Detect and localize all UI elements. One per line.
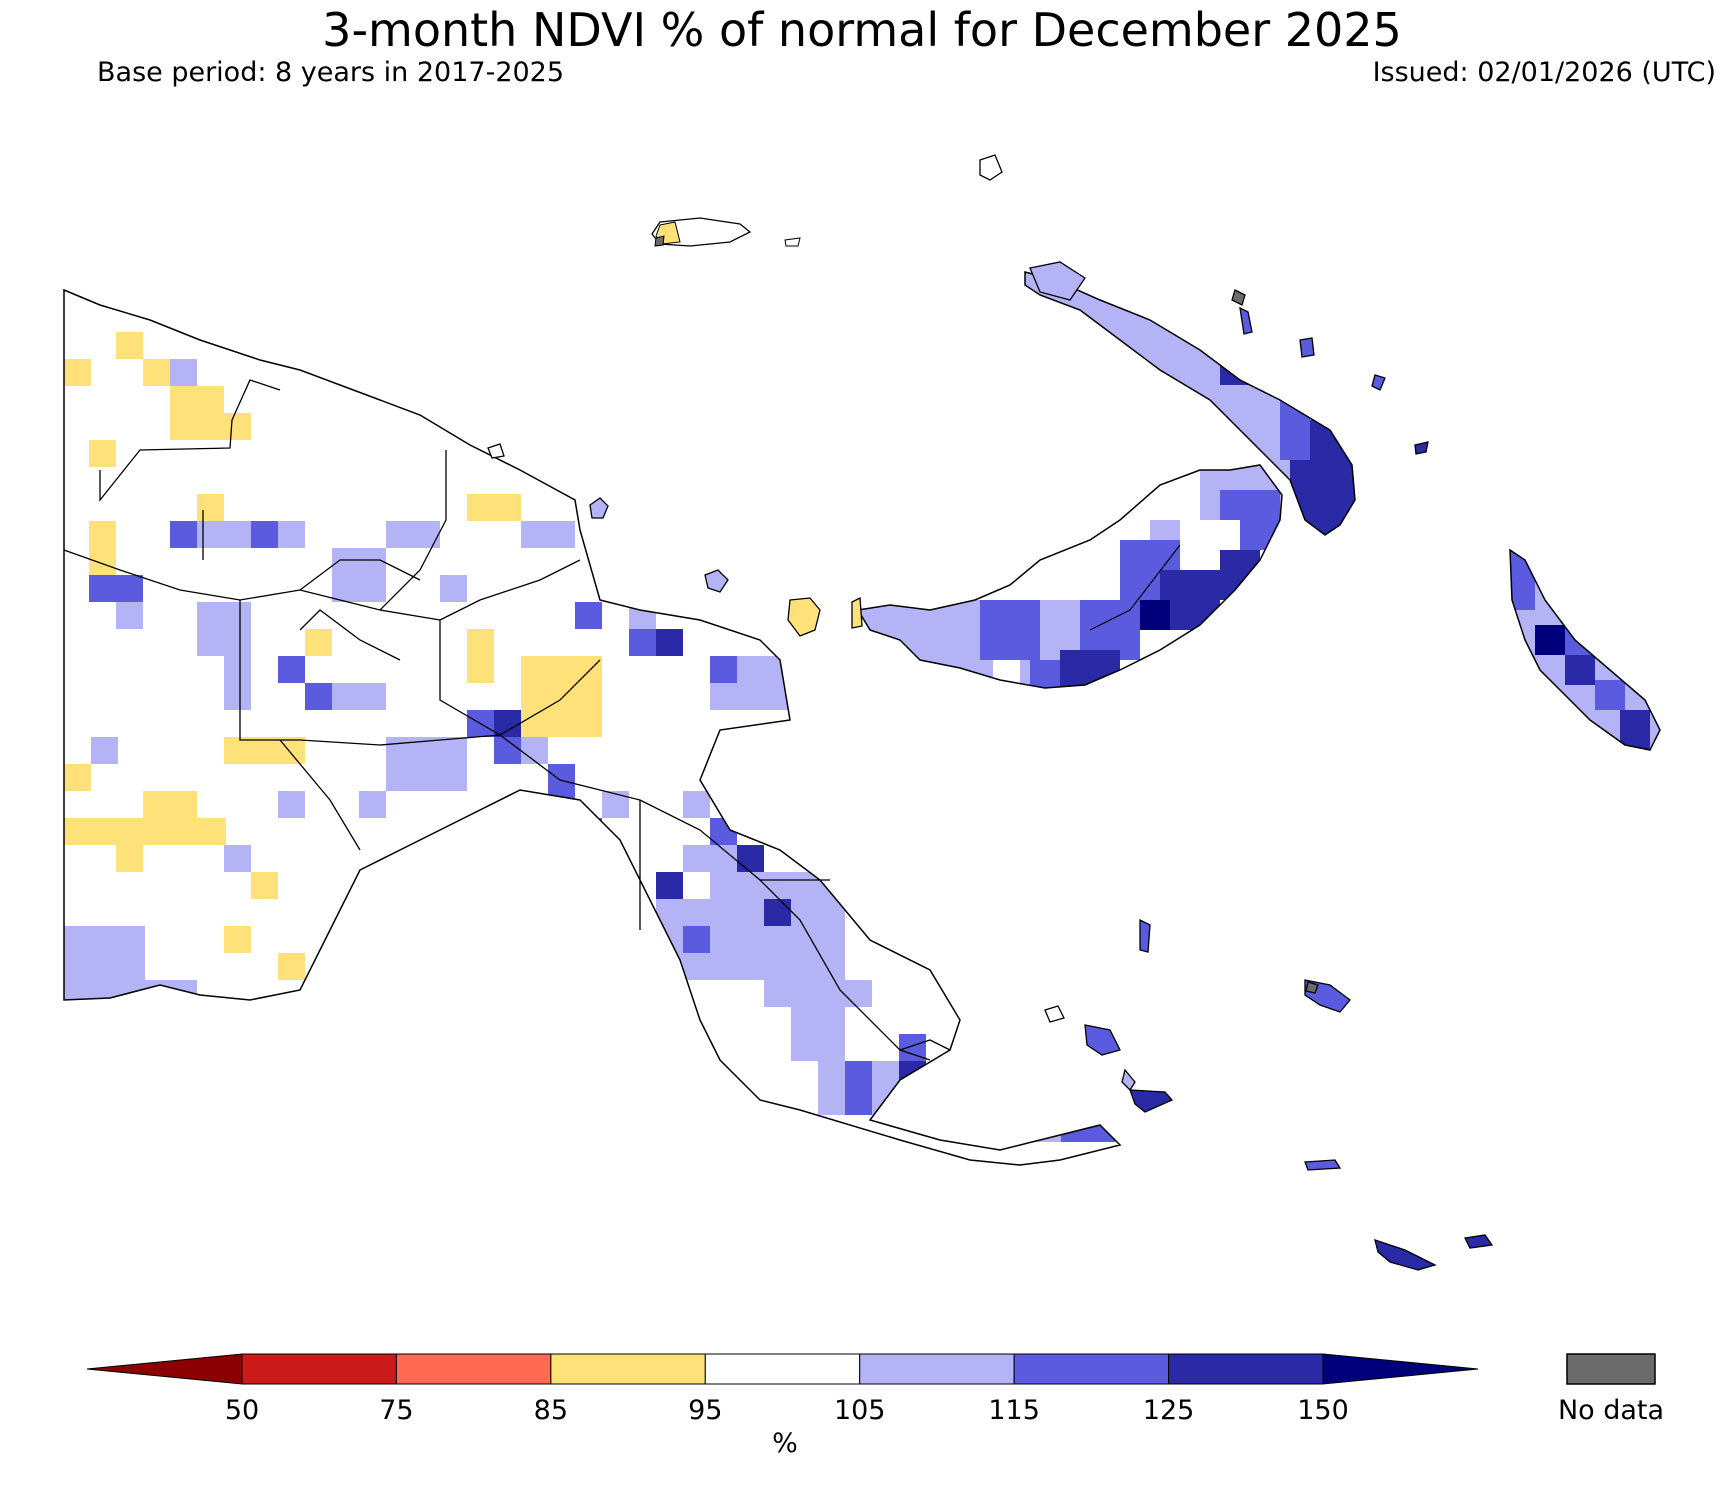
bougainville-south-cells-125-150 [1620, 710, 1650, 750]
bougainville-cells-115-125 [1565, 625, 1595, 655]
bougainville-coastline [1509, 548, 1661, 751]
new-britain-island [856, 464, 1283, 689]
bougainville-island [1509, 548, 1661, 751]
mainland-ndvi-grid [64, 332, 1115, 1142]
colorbar-segment-95-105 [704, 1353, 861, 1385]
new-britain-cells-above-150 [1140, 600, 1170, 630]
manus-island [651, 217, 801, 247]
colorbar-segment-105-115 [859, 1353, 1015, 1385]
colorbar-tick-label: 85 [534, 1395, 568, 1426]
colorbar-segment-115-125 [1013, 1353, 1170, 1385]
province-boundaries [63, 379, 951, 1061]
mainland-coastline [63, 288, 1122, 1166]
bougainville-cells-above-150 [1535, 625, 1565, 655]
mainland-papua-new-guinea [63, 288, 1122, 1166]
no-data-label: No data [1558, 1395, 1664, 1426]
small-islands [487, 154, 1494, 1271]
new-ireland-coastline [1024, 271, 1356, 536]
colorbar-tick-label: 75 [379, 1395, 413, 1426]
colorbar-segment-above-150 [1322, 1353, 1479, 1385]
colorbar-tick-label: 50 [225, 1395, 259, 1426]
colorbar-tick-label: 115 [988, 1395, 1040, 1426]
colorbar-segment-85-95 [550, 1353, 706, 1385]
colorbar-tick-label: 125 [1143, 1395, 1195, 1426]
colorbar-segment-75-85 [395, 1353, 552, 1385]
bougainville-south-cells-115-125 [1595, 680, 1625, 710]
colorbar-tick-label: 150 [1297, 1395, 1349, 1426]
base-period-label: Base period: 8 years in 2017-2025 [97, 57, 565, 88]
colorbar-segment-below-50 [86, 1353, 243, 1385]
new-ireland-cells-125-150 [1220, 355, 1280, 385]
colorbar-segment-50-75 [241, 1353, 397, 1385]
new-britain-boundary [1089, 544, 1181, 631]
new-britain-coastline [856, 464, 1283, 689]
colorbar-unit-label: % [772, 1428, 798, 1459]
colorbar-legend: 50 75 85 95 105 115 125 150 % No data [86, 1353, 1664, 1459]
map-title: 3-month NDVI % of normal for December 20… [322, 3, 1402, 57]
colorbar-tick-label: 95 [688, 1395, 722, 1426]
colorbar-segment-125-150 [1168, 1353, 1324, 1385]
colorbar-tick-label: 105 [834, 1395, 886, 1426]
colorbar-tick-labels: 50 75 85 95 105 115 125 150 [225, 1395, 1349, 1426]
colorbar-segments [86, 1353, 1479, 1385]
bougainville-cells-125-150 [1565, 655, 1595, 685]
no-data-swatch [1566, 1353, 1656, 1385]
bougainville-north-cells-115-125 [1510, 550, 1535, 610]
ndvi-cells-85-95 [64, 332, 602, 980]
issued-date-label: Issued: 02/01/2026 (UTC) [1372, 57, 1716, 88]
